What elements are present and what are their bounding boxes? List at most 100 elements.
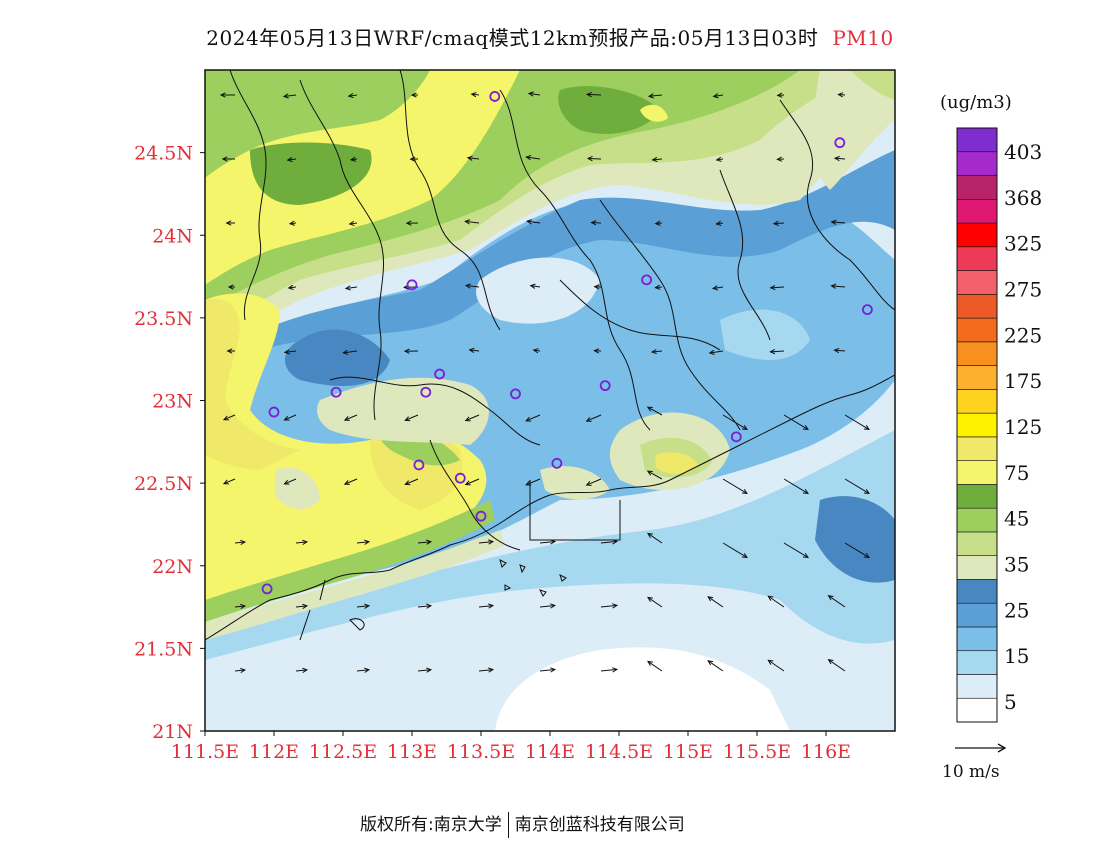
wind-vector-head — [348, 220, 355, 227]
wind-vector — [223, 478, 236, 485]
wind-reference-label: 10 m/s — [942, 762, 1000, 782]
wind-vector-head — [403, 348, 410, 354]
wind-vector — [783, 478, 809, 494]
wind-vector — [539, 605, 555, 608]
concentration-field — [205, 70, 895, 731]
wind-vector-head — [347, 92, 354, 99]
wind-vector-head — [529, 283, 536, 289]
wind-vector-head — [226, 348, 233, 354]
wind-vector — [417, 605, 431, 608]
wind-vector-head — [863, 552, 870, 559]
wind-vector-head — [586, 91, 592, 98]
wind-vector — [343, 350, 358, 354]
map-title: 2024年05月13日WRF/cmaq模式12km预报产品:05月13日03时 P… — [0, 22, 1100, 51]
legend-label: 275 — [1004, 278, 1042, 302]
coastline — [205, 374, 895, 641]
wind-vector — [405, 478, 419, 485]
wind-vector — [586, 478, 602, 486]
lat-tick-label: 24.5N — [134, 143, 193, 165]
lon-tick-label: 115.5E — [723, 741, 791, 763]
wind-vector — [834, 157, 846, 160]
wind-vector — [600, 540, 617, 544]
legend-swatch — [956, 317, 998, 343]
wind-vector — [828, 659, 846, 672]
wind-vector-head — [647, 93, 654, 99]
legend-label: 75 — [1004, 461, 1029, 485]
legend-swatch — [956, 294, 998, 319]
wind-vector — [478, 605, 493, 608]
wind-vector — [651, 350, 663, 353]
wind-vector — [417, 669, 431, 672]
wind-vector — [647, 532, 663, 544]
wind-vector-head — [488, 667, 495, 673]
station-marker — [454, 472, 466, 484]
wind-vector-head — [715, 220, 722, 226]
wind-vector — [356, 541, 369, 544]
wind-vector-head — [767, 659, 774, 665]
wind-vector — [348, 94, 358, 97]
wind-vector-head — [283, 349, 290, 355]
station-marker — [406, 279, 418, 291]
wind-vector — [527, 220, 541, 224]
wind-vector — [465, 220, 480, 224]
wind-vector — [783, 414, 809, 430]
longitude-axis: 111.5E 112E 112.5E 113E 113.5E 114E 114.5E 115E… — [171, 731, 851, 763]
wind-vector-head — [612, 603, 619, 609]
wind-vector-head — [488, 539, 495, 545]
legend-label: 175 — [1004, 369, 1042, 393]
wind-vector-head — [863, 424, 870, 431]
wind-vector-head — [240, 667, 247, 674]
wind-vector — [768, 659, 785, 672]
wind-vector-head — [364, 603, 371, 609]
wind-vector-head — [466, 155, 473, 161]
wind-vector-head — [585, 480, 592, 486]
wind-vector-head — [585, 416, 592, 422]
wind-vector — [768, 595, 785, 608]
footer-divider — [507, 812, 509, 838]
wind-vector-head — [650, 348, 657, 355]
wind-vector-head — [769, 284, 776, 291]
wind-vector-head — [827, 595, 834, 601]
lat-tick-label: 22N — [152, 556, 193, 578]
wind-vector-head — [222, 479, 229, 485]
legend-swatch — [956, 626, 998, 652]
lon-tick-label: 113.5E — [447, 741, 515, 763]
station-marker — [420, 386, 432, 398]
wind-vector-head — [802, 488, 809, 495]
legend-label: 368 — [1004, 186, 1042, 210]
wind-vector-head — [741, 552, 748, 559]
wind-vector-head — [343, 416, 350, 421]
wind-vector-head — [612, 667, 619, 673]
wind-vector-head — [470, 92, 477, 98]
wind-vector — [844, 478, 870, 494]
wind-vector-head — [593, 348, 600, 354]
wind-vector-head — [647, 596, 653, 602]
wind-vector-head — [405, 220, 412, 226]
wind-vector — [469, 349, 480, 352]
legend-swatch — [956, 484, 998, 509]
wind-vector-head — [550, 539, 557, 545]
legend-swatch — [956, 697, 998, 723]
legend-swatch — [956, 389, 998, 414]
wind-vector-head — [282, 93, 289, 99]
lat-tick-label: 24N — [152, 225, 193, 247]
lon-tick-label: 111.5E — [171, 741, 239, 763]
legend-swatch — [956, 412, 998, 438]
wind-vector — [295, 669, 307, 672]
wind-vector — [600, 604, 617, 608]
wind-vector-head — [646, 470, 653, 476]
wind-vector — [525, 478, 541, 486]
wind-vector-head — [586, 156, 593, 162]
wind-vector-head — [827, 659, 834, 665]
wind-vector — [831, 221, 846, 224]
wind-vector — [834, 349, 846, 352]
latitude-axis: 24.5N 24N 23.5N 23N 22.5N 22N 21.5N 21N — [134, 143, 205, 743]
legend-swatch — [956, 365, 998, 390]
wind-vector-head — [830, 283, 837, 289]
wind-vector-head — [776, 156, 783, 162]
lon-tick-label: 112E — [249, 741, 299, 763]
wind-vector-head — [593, 284, 600, 290]
wind-vector-head — [837, 92, 844, 98]
monitoring-stations — [261, 91, 873, 595]
wind-vector-head — [283, 479, 290, 485]
